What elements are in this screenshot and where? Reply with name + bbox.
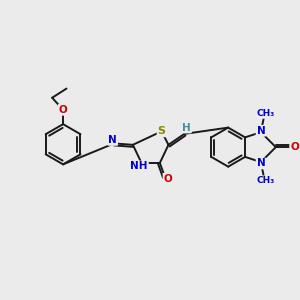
Text: O: O bbox=[164, 174, 172, 184]
Text: O: O bbox=[59, 105, 68, 115]
Text: CH₃: CH₃ bbox=[256, 109, 274, 118]
Text: N: N bbox=[256, 158, 265, 169]
Text: CH₃: CH₃ bbox=[256, 176, 274, 185]
Text: NH: NH bbox=[130, 161, 148, 171]
Text: S: S bbox=[158, 126, 166, 136]
Text: O: O bbox=[290, 142, 299, 152]
Text: N: N bbox=[256, 126, 265, 136]
Text: H: H bbox=[182, 123, 191, 133]
Text: N: N bbox=[108, 135, 117, 145]
